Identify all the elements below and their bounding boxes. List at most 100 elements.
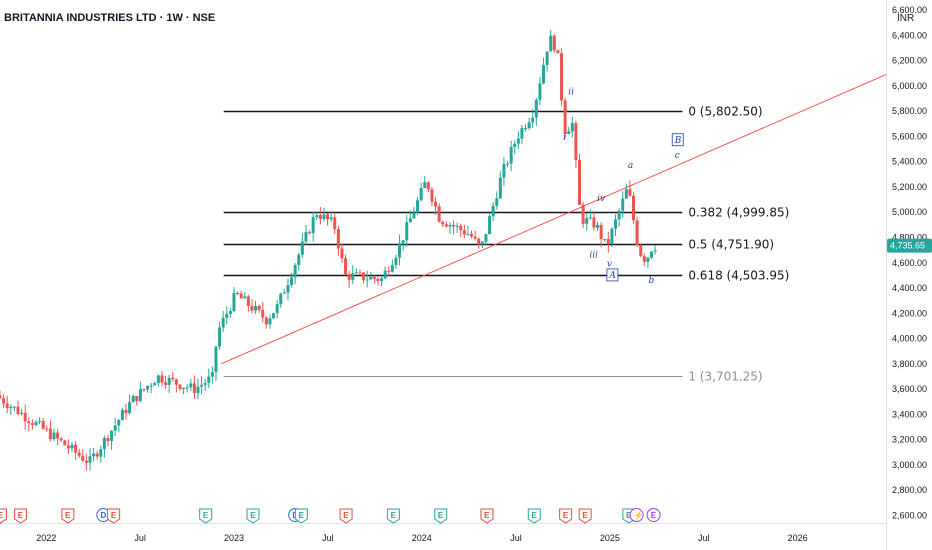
candle-up	[603, 239, 607, 241]
event-marker-label: E	[18, 511, 24, 520]
earnings_up-marker-icon[interactable]: E	[527, 508, 541, 524]
earnings-marker-icon[interactable]: E	[61, 508, 75, 524]
event-marker-label: E	[250, 511, 256, 520]
event-markers[interactable]: EEEDEEEDEEEEEEEEE⚡E	[0, 508, 661, 524]
event-marker-shape	[646, 508, 661, 522]
candle-up	[484, 234, 488, 242]
candle-up	[182, 387, 186, 390]
event-marker-shape	[246, 508, 260, 524]
candle-down	[578, 160, 582, 205]
event-marker-shape	[629, 508, 644, 522]
candle-down	[30, 423, 34, 425]
candle-up	[380, 278, 384, 281]
last-price-tag: 4,735.65	[887, 238, 932, 253]
time-tick-label: Jul	[510, 533, 522, 543]
last-price-tag-bg	[887, 238, 932, 253]
earnings_up-marker-icon[interactable]: E	[434, 508, 448, 524]
candle-down	[434, 201, 438, 207]
candle-down	[27, 421, 31, 424]
candle-up	[369, 276, 373, 280]
candle-up	[102, 437, 106, 450]
candle-down	[257, 305, 261, 310]
candle-down	[2, 398, 6, 404]
price-tick-label: 6,000.00	[892, 81, 927, 91]
candle-down	[236, 292, 240, 294]
fibonacci-retracement[interactable]: 0 (5,802.50) 0.382 (4,999.85) 0.5 (4,751.9…	[223, 105, 790, 384]
earnings_up-marker-icon[interactable]: E	[199, 508, 213, 524]
candle-up	[113, 425, 117, 431]
currency-label: INR	[897, 13, 914, 24]
candle-up	[466, 234, 470, 236]
time-axis[interactable]: 2022 Jul 2023 Jul 2024 Jul 2025 Jul 2026	[36, 533, 807, 543]
event-marker-label: E	[484, 511, 490, 520]
candle-up	[153, 383, 157, 386]
candle-down	[106, 437, 110, 442]
candle-up	[221, 317, 225, 328]
candle-up	[128, 402, 132, 414]
candle-down	[477, 238, 481, 245]
earnings_up-marker-icon[interactable]: E	[246, 508, 260, 524]
candle-up	[455, 225, 459, 227]
candle-up	[570, 123, 574, 132]
price-tick-label: 3,400.00	[892, 409, 927, 419]
candle-up	[131, 395, 135, 403]
candle-up	[549, 35, 553, 52]
earnings-marker-icon[interactable]: E	[480, 508, 494, 524]
candle-up	[506, 163, 510, 165]
price-tick-label: 5,000.00	[892, 207, 927, 217]
candle-down	[599, 224, 603, 240]
candle-down	[444, 224, 448, 227]
earnings_up-marker-icon[interactable]: E	[294, 508, 308, 524]
wave-label: iv	[597, 194, 605, 204]
earnings-marker-icon[interactable]: E	[559, 508, 573, 524]
time-tick-label: 2025	[600, 533, 620, 543]
price-tick-label: 4,200.00	[892, 308, 927, 318]
candle-up	[524, 128, 528, 130]
dividend-marker-icon[interactable]: D	[96, 508, 111, 522]
event-marker-label: E	[531, 511, 537, 520]
candle-up	[196, 386, 200, 394]
candle-down	[362, 272, 366, 281]
wave-label: i	[563, 133, 566, 143]
price-axis[interactable]: 2,600.00 2,800.00 3,000.00 3,200.00 3,400.00…	[892, 5, 927, 520]
candle-up	[297, 254, 301, 266]
candle-up	[38, 421, 42, 423]
event-marker-label: E	[582, 511, 588, 520]
event-marker-shape	[339, 508, 353, 524]
wave-label: iii	[589, 251, 598, 261]
candle-down	[318, 215, 322, 219]
candle-down	[628, 189, 632, 196]
candle-down	[606, 239, 610, 244]
event-marker-label: ⚡	[634, 510, 644, 520]
candle-up	[272, 313, 276, 319]
candle-up	[624, 189, 628, 199]
candle-down	[246, 296, 250, 306]
candle-up	[304, 232, 308, 242]
earnings-marker-icon[interactable]: E	[0, 508, 8, 524]
event-marker-shape	[527, 508, 541, 524]
candle-up	[513, 143, 517, 147]
candle-up	[567, 131, 571, 135]
candle-up	[614, 219, 618, 229]
split-marker-icon[interactable]: E	[646, 508, 661, 522]
earnings-marker-icon[interactable]: E	[107, 508, 121, 524]
price-tick-label: 4,800.00	[892, 232, 927, 242]
candle-up	[99, 449, 103, 457]
earnings-marker-icon[interactable]: E	[578, 508, 592, 524]
split-marker-icon[interactable]: ⚡	[629, 508, 644, 522]
candle-down	[95, 453, 99, 457]
candle-down	[473, 236, 477, 239]
candle-up	[488, 216, 492, 235]
candle-up	[218, 327, 222, 347]
price-tick-label: 2,800.00	[892, 485, 927, 495]
earnings-marker-icon[interactable]: E	[14, 508, 28, 524]
trendline[interactable]	[220, 74, 887, 365]
candle-down	[264, 317, 268, 325]
ascending-trendline	[220, 74, 887, 365]
candle-up	[423, 182, 427, 188]
event-marker-label: E	[65, 511, 71, 520]
earnings_up-marker-icon[interactable]: E	[386, 508, 400, 524]
earnings-marker-icon[interactable]: E	[339, 508, 353, 524]
